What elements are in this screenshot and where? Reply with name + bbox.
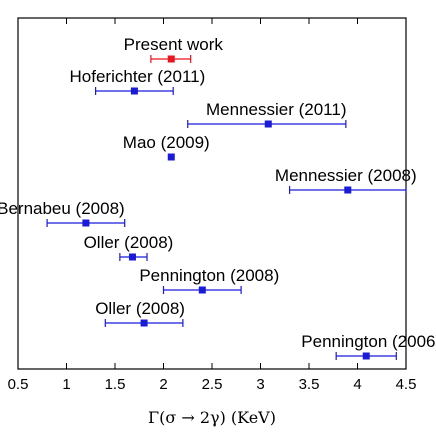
data-point-label: Oller (2008) [95, 299, 185, 318]
data-point-label: Bernabeu (2008) [0, 199, 125, 218]
x-tick-label: 3 [256, 376, 264, 393]
data-point-label: Pennington (2006) [301, 332, 436, 351]
data-point-marker [198, 286, 206, 294]
data-point-marker [167, 153, 175, 161]
x-tick-label: 1 [62, 376, 70, 393]
data-point-label: Pennington (2008) [139, 266, 279, 285]
x-axis-label: Γ(σ → 2γ) (KeV) [148, 408, 276, 427]
x-tick-label: 1.5 [105, 376, 126, 393]
x-tick-label: 3.5 [299, 376, 320, 393]
x-tick-label: 0.5 [8, 376, 29, 393]
x-tick-label: 2.5 [202, 376, 223, 393]
data-point-marker [82, 219, 90, 227]
data-point-marker [130, 87, 138, 95]
data-point-label: Present work [124, 35, 224, 54]
data-point-marker [167, 55, 175, 63]
x-tick-label: 4 [353, 376, 361, 393]
data-point-label: Hoferichter (2011) [70, 67, 206, 86]
data-point-label: Mennessier (2008) [275, 166, 417, 185]
data-point-marker [344, 186, 352, 194]
data-point-label: Mennessier (2011) [206, 100, 346, 119]
data-point-marker [140, 319, 148, 327]
data-point-marker [128, 253, 136, 261]
data-point-marker [362, 352, 370, 360]
data-point-label: Oller (2008) [84, 233, 174, 252]
x-tick-label: 2 [159, 376, 167, 393]
x-tick-label: 4.5 [396, 376, 417, 393]
data-point-label: Mao (2009) [123, 133, 210, 152]
data-point-marker [264, 120, 272, 128]
